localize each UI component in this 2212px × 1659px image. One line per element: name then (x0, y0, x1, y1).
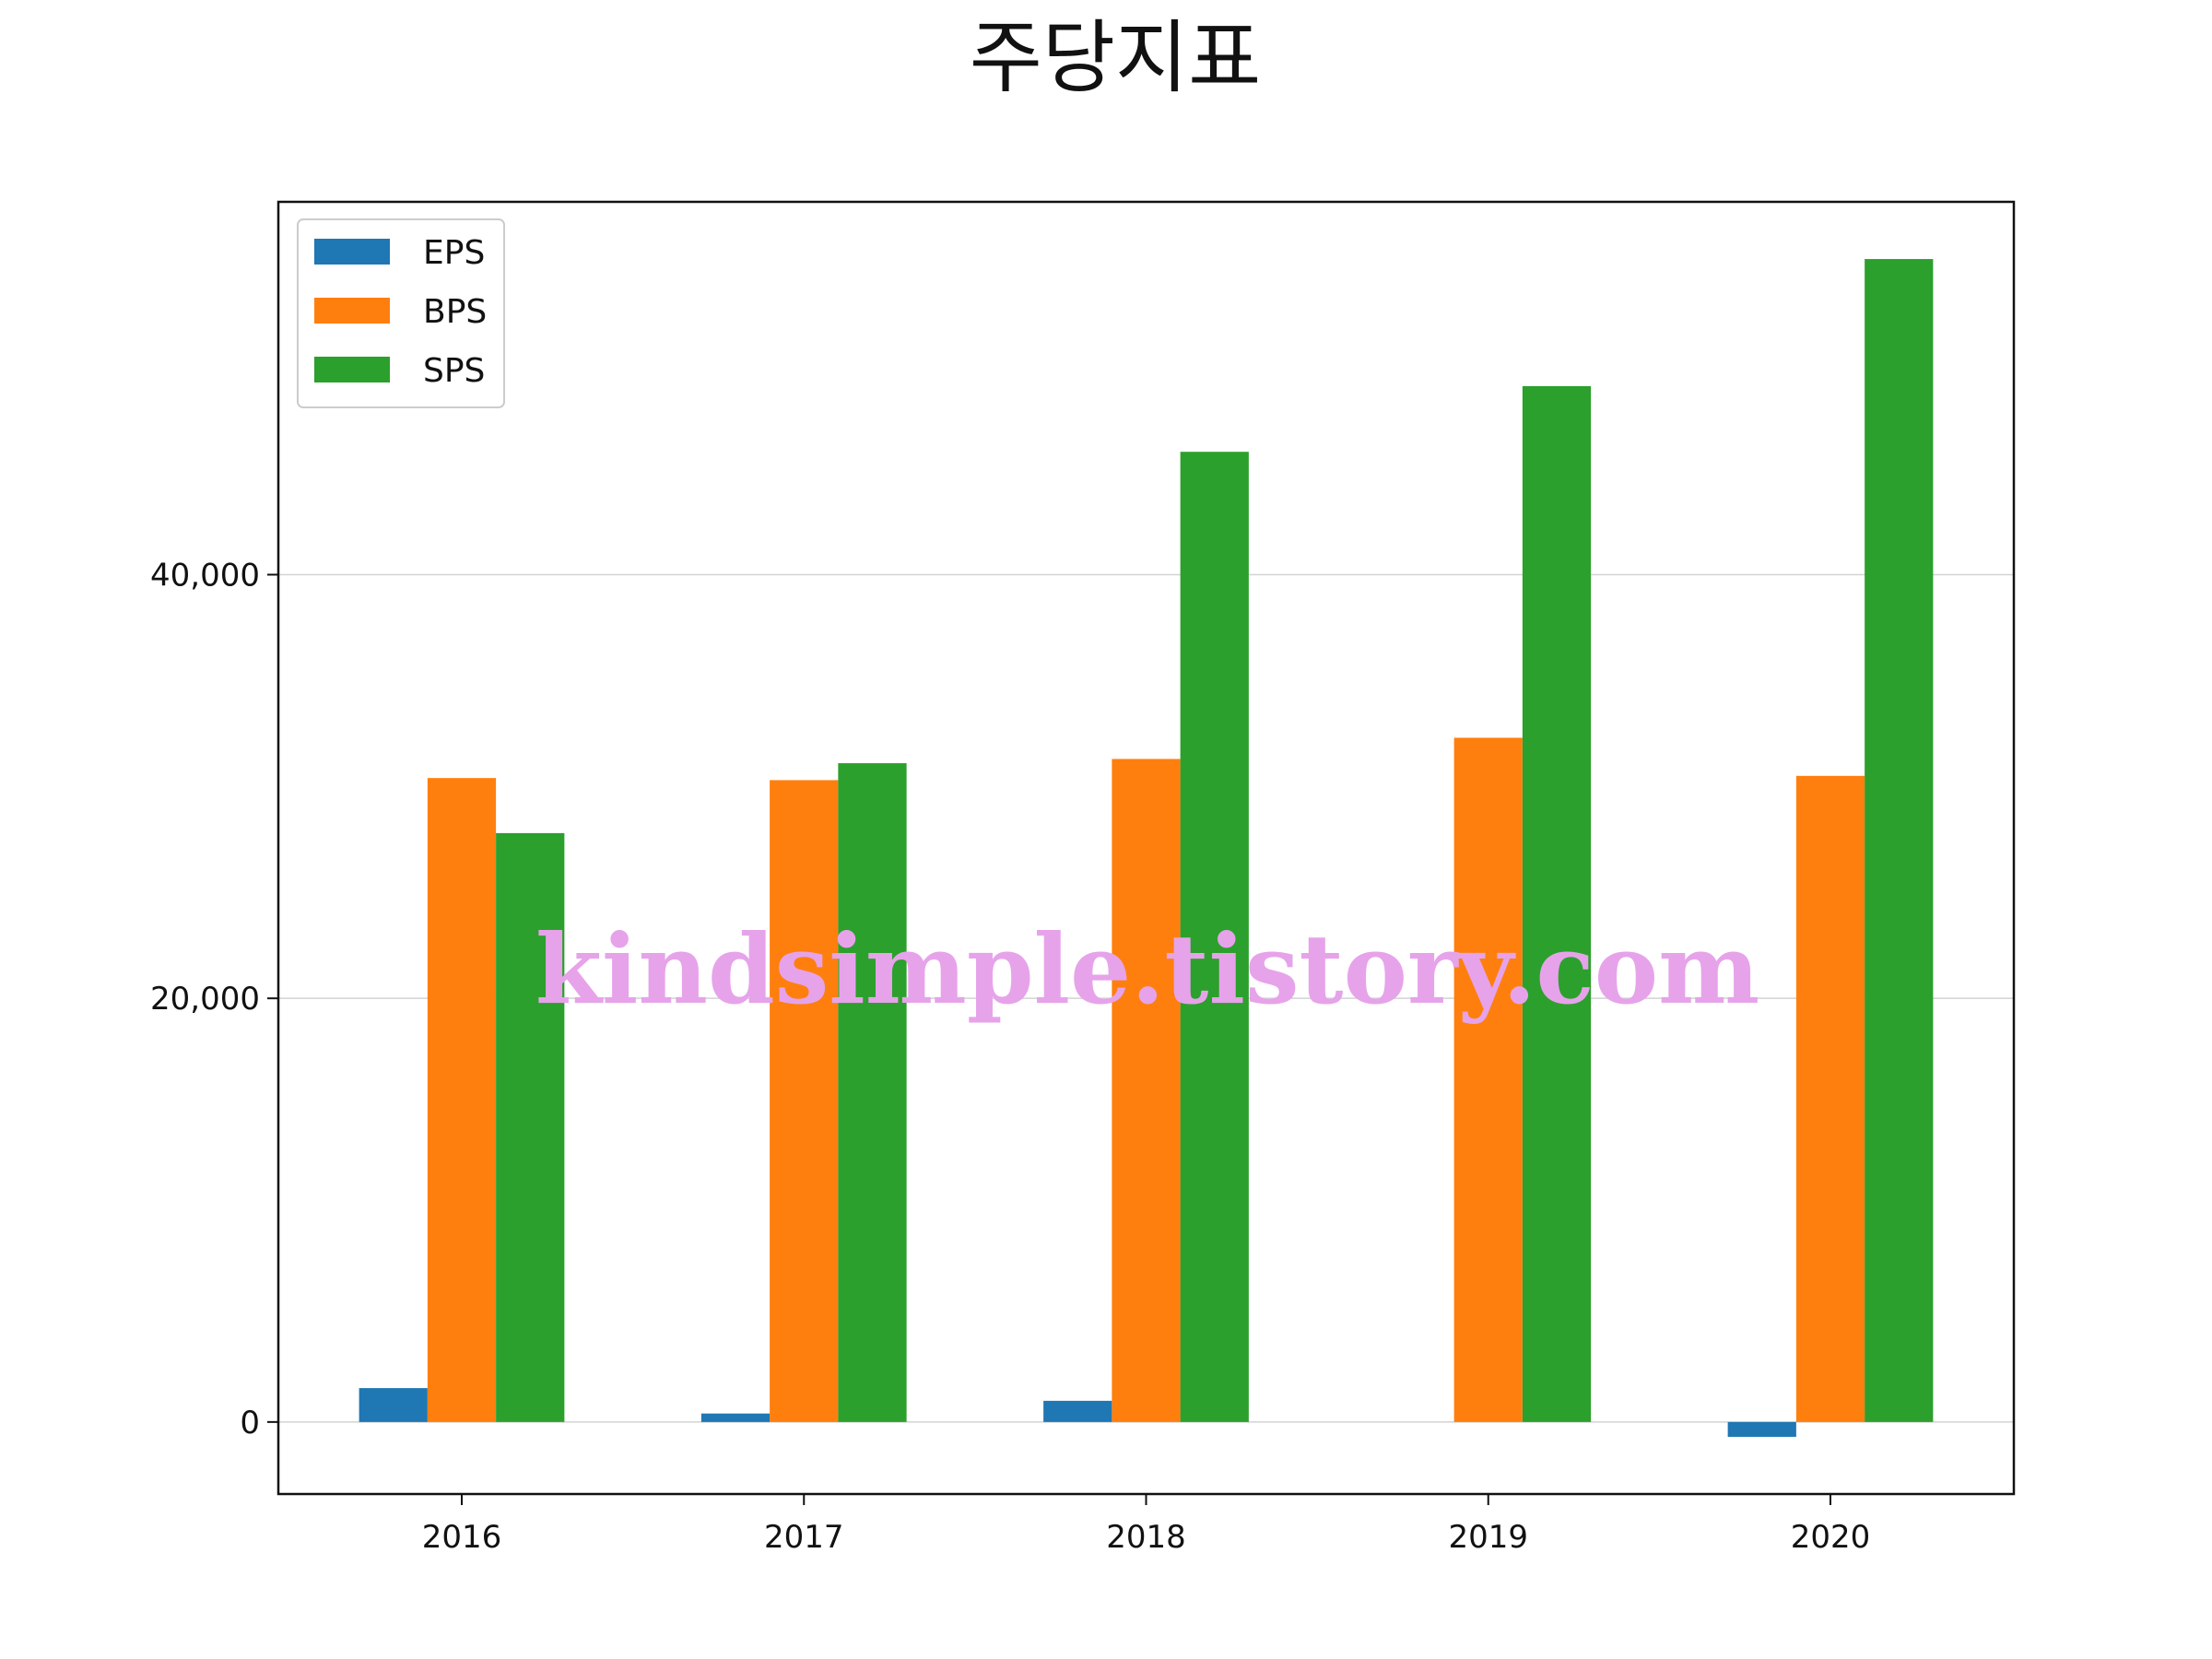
bar-sps-2017 (838, 763, 907, 1422)
watermark: kindsimple.tistory.com (535, 912, 1759, 1026)
bar-sps-2020 (1865, 259, 1934, 1422)
bar-bps-2020 (1795, 775, 1865, 1422)
x-tick-label: 2018 (1106, 1519, 1186, 1556)
bar-eps-2020 (1727, 1421, 1796, 1437)
bar-sps-2019 (1522, 385, 1592, 1422)
bar-bps-2018 (1112, 759, 1181, 1422)
y-tick-label: 0 (240, 1405, 260, 1441)
bar-eps-2018 (1043, 1400, 1112, 1422)
legend-label-sps: SPS (423, 352, 485, 390)
bar-eps-2016 (359, 1388, 428, 1422)
x-tick-label: 2017 (764, 1519, 844, 1556)
bars (359, 259, 1934, 1437)
y-tick-label: 20,000 (150, 981, 260, 1018)
y-tick-label: 40,000 (150, 558, 260, 594)
legend-swatch-eps (314, 239, 390, 265)
x-tick-label: 2019 (1448, 1519, 1528, 1556)
x-tick-label: 2016 (422, 1519, 502, 1556)
chart-title: 주당지표 (970, 12, 1261, 104)
legend-swatch-bps (314, 298, 390, 324)
legend-label-eps: EPS (423, 234, 485, 272)
legend-swatch-sps (314, 357, 390, 382)
legend-label-bps: BPS (423, 293, 487, 331)
legend: EPS BPS SPS (297, 218, 505, 408)
bar-bps-2016 (427, 778, 497, 1422)
x-tick-label: 2020 (1791, 1519, 1871, 1556)
x-axis-ticks: 2016 2017 2018 2019 2020 (422, 1494, 1871, 1556)
bar-sps-2018 (1180, 452, 1249, 1422)
bar-bps-2017 (770, 780, 839, 1422)
y-axis-ticks: 0 20,000 40,000 (150, 558, 278, 1441)
bar-sps-2016 (496, 832, 565, 1422)
bar-bps-2019 (1453, 737, 1523, 1422)
bar-eps-2017 (700, 1413, 771, 1422)
